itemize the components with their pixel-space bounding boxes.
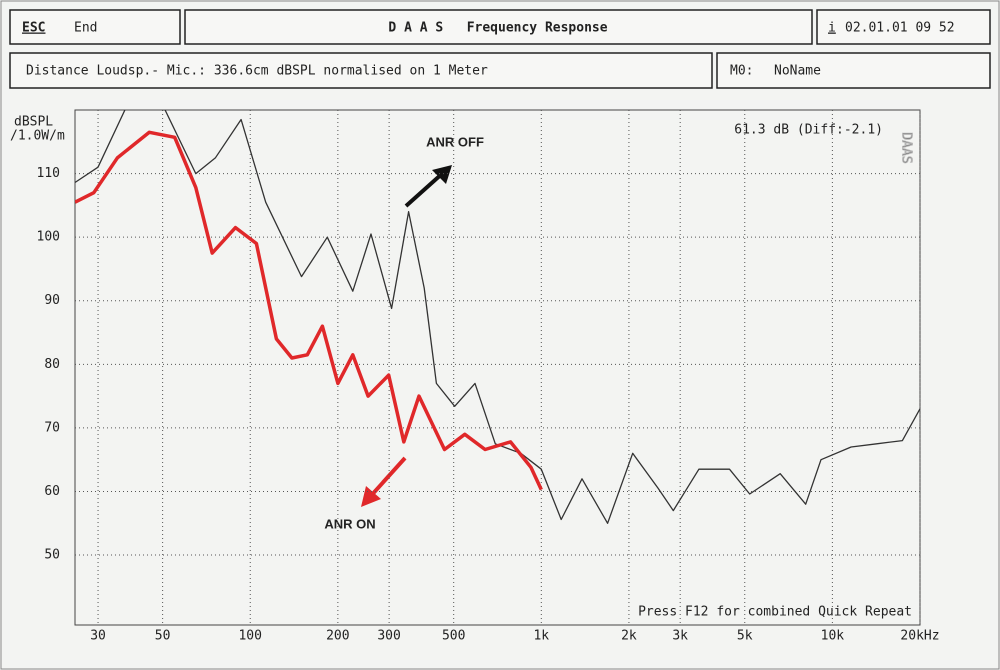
memory-name: NoName — [774, 64, 821, 79]
series-label: ANR OFF — [426, 134, 484, 149]
y-tick-label: 50 — [44, 548, 60, 563]
plot-frame — [74, 109, 921, 626]
watermark: DAAS — [899, 132, 914, 163]
series-line — [75, 130, 543, 491]
info-key[interactable]: i — [828, 21, 836, 36]
x-tick-label: 20kHz — [900, 629, 939, 644]
annotation: Press F12 for combined Quick Repeat — [638, 605, 912, 620]
memory-key[interactable]: M0: — [730, 64, 753, 79]
x-tick-label: 2k — [621, 629, 637, 644]
arrow-head — [432, 165, 452, 184]
esc-box[interactable] — [9, 9, 181, 45]
x-tick-label: 3k — [672, 629, 688, 644]
esc-key[interactable]: ESC — [22, 21, 45, 36]
series-line — [75, 110, 920, 524]
memory-box[interactable] — [716, 52, 991, 89]
y-tick-label: 110 — [37, 166, 60, 181]
y-axis-label: dBSPL — [14, 115, 53, 130]
title-box — [184, 9, 813, 45]
y-tick-label: 60 — [44, 484, 60, 499]
y-axis-label: /1.0W/m — [10, 129, 65, 144]
x-tick-label: 30 — [90, 629, 106, 644]
x-tick-label: 500 — [442, 629, 465, 644]
esc-label[interactable]: End — [74, 21, 97, 36]
x-tick-label: 5k — [737, 629, 753, 644]
info-text: Distance Loudsp.- Mic.: 336.6cm dBSPL no… — [26, 64, 488, 79]
y-tick-label: 70 — [44, 420, 60, 435]
x-tick-label: 10k — [821, 629, 845, 644]
arrow-head — [361, 486, 381, 507]
arrow — [404, 170, 446, 208]
x-tick-label: 1k — [533, 629, 549, 644]
title: D A A S Frequency Response — [388, 21, 607, 36]
y-tick-label: 90 — [44, 293, 60, 308]
x-tick-label: 100 — [238, 629, 261, 644]
y-tick-label: 100 — [37, 230, 60, 245]
info-key-box[interactable] — [816, 9, 991, 45]
y-tick-label: 80 — [44, 357, 60, 372]
series-label: ANR ON — [324, 516, 375, 531]
x-tick-label: 200 — [326, 629, 349, 644]
annotation: 61.3 dB (Diff:-2.1) — [734, 123, 883, 138]
info-box — [9, 52, 713, 89]
x-tick-label: 300 — [377, 629, 400, 644]
x-tick-label: 50 — [155, 629, 171, 644]
datetime: 02.01.01 09 52 — [845, 21, 955, 36]
